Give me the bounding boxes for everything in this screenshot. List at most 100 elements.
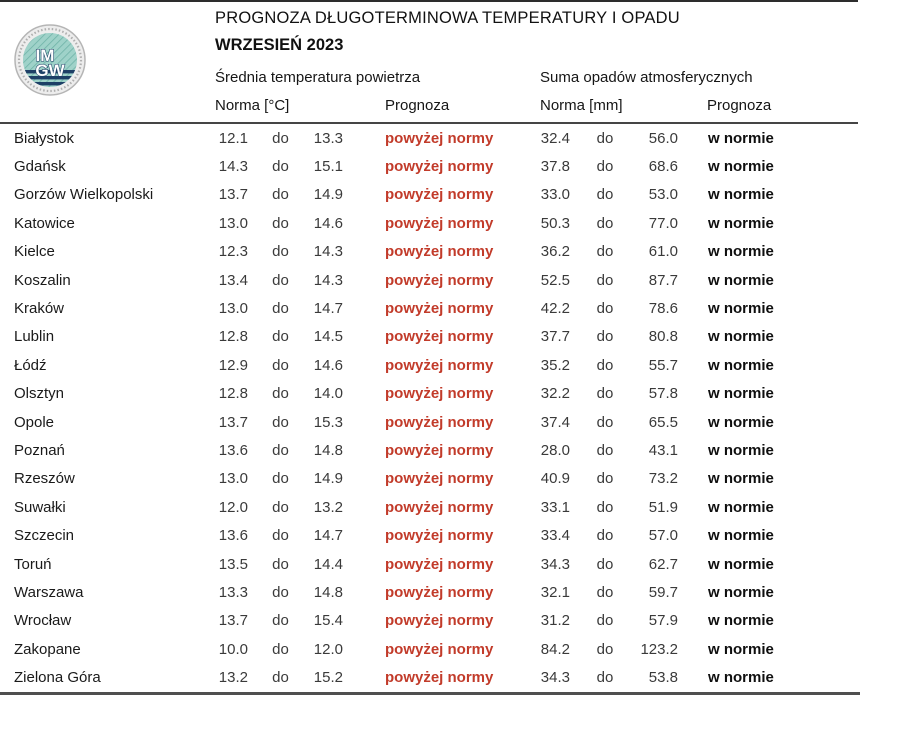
temp-norm-low: 13.7 [218, 612, 248, 630]
table-row: Szczecin 13.6 do 14.7 powyżej normy 33.4… [0, 521, 900, 549]
precip-norm-high: 57.0 [648, 527, 678, 545]
city-name: Opole [14, 413, 55, 431]
temp-norm-low: 13.6 [218, 527, 248, 545]
temp-forecast: powyżej normy [385, 129, 494, 147]
precip-forecast: w normie [708, 129, 774, 147]
city-name: Warszawa [14, 583, 84, 601]
city-name: Katowice [14, 214, 75, 232]
logo-text-im: IM [36, 46, 55, 65]
temp-norm-high: 14.6 [313, 214, 343, 232]
range-separator: do [272, 214, 289, 232]
precip-norm-high: 123.2 [640, 640, 678, 658]
range-separator: do [596, 527, 614, 545]
range-separator: do [272, 555, 289, 573]
city-name: Olsztyn [14, 385, 65, 403]
range-separator: do [272, 158, 289, 176]
range-separator: do [272, 243, 289, 261]
precip-forecast: w normie [708, 271, 774, 289]
range-separator: do [596, 555, 614, 573]
precip-norm-high: 57.9 [648, 612, 678, 630]
city-name: Toruń [14, 555, 52, 573]
temp-norm-high: 14.3 [313, 271, 343, 289]
range-separator: do [596, 385, 614, 403]
temp-norm-high: 14.8 [313, 441, 343, 459]
precip-forecast: w normie [708, 300, 774, 318]
table-row: Gdańsk 14.3 do 15.1 powyżej normy 37.8 d… [0, 152, 900, 180]
city-name: Szczecin [14, 527, 75, 545]
table-row: Warszawa 13.3 do 14.8 powyżej normy 32.1… [0, 578, 900, 606]
range-separator: do [596, 271, 614, 289]
temp-forecast: powyżej normy [385, 385, 494, 403]
range-separator: do [272, 441, 289, 459]
range-separator: do [272, 527, 289, 545]
range-separator: do [596, 186, 614, 204]
city-name: Zakopane [14, 640, 81, 658]
top-rule [0, 0, 858, 2]
city-name: Kraków [14, 300, 65, 318]
range-separator: do [596, 243, 614, 261]
city-name: Koszalin [14, 271, 71, 289]
table-row: Olsztyn 12.8 do 14.0 powyżej normy 32.2 … [0, 380, 900, 408]
temp-forecast: powyżej normy [385, 555, 494, 573]
range-separator: do [272, 498, 289, 516]
city-name: Białystok [14, 129, 75, 147]
precip-norm-high: 43.1 [648, 441, 678, 459]
temp-norm-low: 12.8 [218, 328, 248, 346]
table-row: Białystok 12.1 do 13.3 powyżej normy 32.… [0, 124, 900, 152]
precip-norm-high: 53.8 [648, 669, 678, 687]
column-header-precip-forecast: Prognoza [707, 97, 772, 114]
table-row: Toruń 13.5 do 14.4 powyżej normy 34.3 do… [0, 550, 900, 578]
temp-norm-low: 13.0 [218, 300, 248, 318]
range-separator: do [596, 158, 614, 176]
precip-norm-low: 42.2 [540, 300, 570, 318]
temp-norm-low: 12.1 [218, 129, 248, 147]
precip-forecast: w normie [708, 470, 774, 488]
table-row: Rzeszów 13.0 do 14.9 powyżej normy 40.9 … [0, 465, 900, 493]
precip-norm-high: 61.0 [648, 243, 678, 261]
city-name: Poznań [14, 441, 65, 459]
temp-norm-high: 13.2 [313, 498, 343, 516]
table-row: Gorzów Wielkopolski 13.7 do 14.9 powyżej… [0, 181, 900, 209]
precip-forecast: w normie [708, 612, 774, 630]
precip-norm-low: 35.2 [540, 356, 570, 374]
temp-forecast: powyżej normy [385, 640, 494, 658]
temp-norm-high: 15.1 [313, 158, 343, 176]
precip-norm-low: 34.3 [540, 555, 570, 573]
range-separator: do [272, 470, 289, 488]
temp-norm-high: 14.0 [313, 385, 343, 403]
temp-norm-high: 14.4 [313, 555, 343, 573]
logo-ring-text [17, 27, 83, 93]
precip-norm-low: 32.1 [540, 583, 570, 601]
precip-norm-low: 31.2 [540, 612, 570, 630]
range-separator: do [272, 271, 289, 289]
precip-norm-high: 68.6 [648, 158, 678, 176]
temp-norm-high: 14.6 [313, 356, 343, 374]
range-separator: do [272, 328, 289, 346]
temp-norm-high: 14.7 [313, 300, 343, 318]
precip-norm-low: 52.5 [540, 271, 570, 289]
temp-norm-high: 13.3 [313, 129, 343, 147]
table-row: Zielona Góra 13.2 do 15.2 powyżej normy … [0, 663, 900, 691]
precip-norm-high: 62.7 [648, 555, 678, 573]
precip-forecast: w normie [708, 640, 774, 658]
range-separator: do [596, 612, 614, 630]
temp-norm-low: 13.0 [218, 214, 248, 232]
temp-norm-low: 13.5 [218, 555, 248, 573]
temp-forecast: powyżej normy [385, 356, 494, 374]
range-separator: do [272, 669, 289, 687]
column-group-precipitation: Suma opadów atmosferycznych [540, 69, 753, 86]
temp-forecast: powyżej normy [385, 583, 494, 601]
column-header-precip-norm: Norma [mm] [540, 97, 623, 114]
precip-norm-low: 33.0 [540, 186, 570, 204]
temp-forecast: powyżej normy [385, 186, 494, 204]
city-name: Suwałki [14, 498, 66, 516]
temp-norm-high: 14.9 [313, 186, 343, 204]
range-separator: do [596, 498, 614, 516]
range-separator: do [596, 328, 614, 346]
precip-forecast: w normie [708, 669, 774, 687]
range-separator: do [272, 186, 289, 204]
range-separator: do [272, 385, 289, 403]
precip-norm-low: 50.3 [540, 214, 570, 232]
precip-norm-low: 40.9 [540, 470, 570, 488]
